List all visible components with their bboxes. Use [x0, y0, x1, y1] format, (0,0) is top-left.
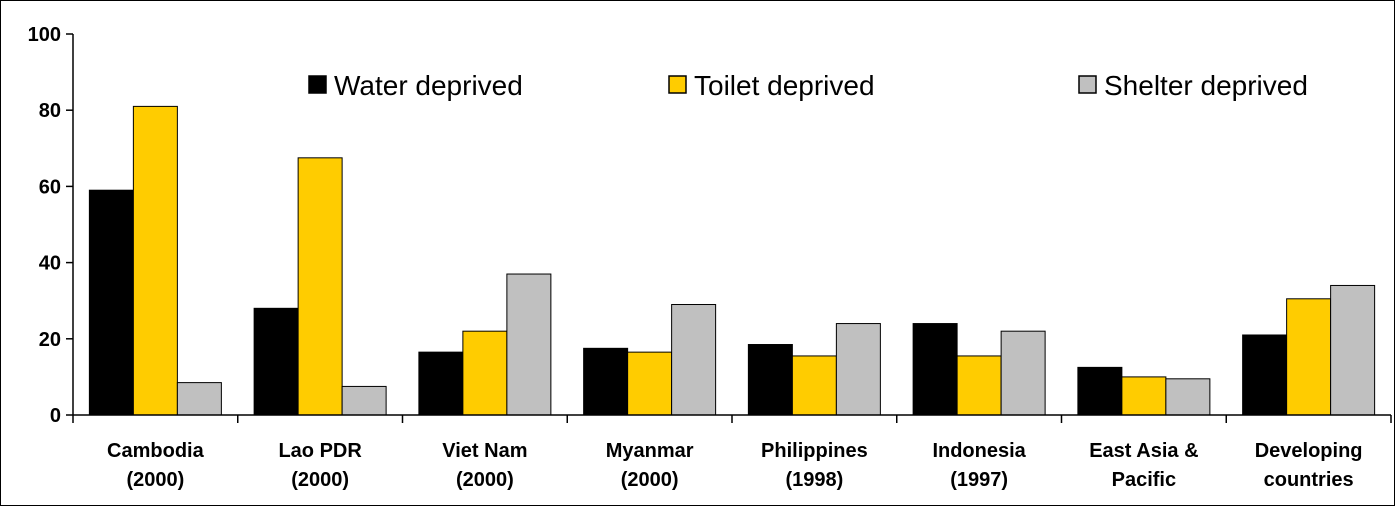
bar-shelter-deprived	[341, 385, 387, 416]
x-category-label: Lao PDR	[278, 440, 362, 462]
legend-label: Water deprived	[334, 70, 523, 101]
x-category-label: Cambodia	[107, 440, 205, 462]
y-axis: 0 20 40 60 80 100	[28, 24, 74, 427]
bar-water-deprived	[418, 351, 464, 416]
x-category-label: (2000)	[621, 469, 679, 491]
bar-shelter-deprived	[1000, 330, 1046, 416]
x-category-label: countries	[1264, 469, 1354, 491]
y-tick-label: 20	[39, 329, 61, 351]
y-tick-label: 100	[28, 24, 61, 46]
legend-swatch	[668, 75, 687, 94]
legend-label: Toilet deprived	[694, 70, 875, 101]
bar-water-deprived	[1077, 366, 1123, 416]
x-category-label: (2000)	[456, 469, 514, 491]
bar-shelter-deprived	[176, 382, 222, 416]
x-category-label: Myanmar	[606, 440, 694, 462]
x-category-label: (1998)	[785, 469, 843, 491]
bar-toilet-deprived	[462, 330, 508, 416]
x-category-label: (1997)	[950, 469, 1008, 491]
y-tick-label: 40	[39, 253, 61, 275]
bar-shelter-deprived	[1330, 284, 1376, 416]
bar-shelter-deprived	[1165, 378, 1211, 416]
bar-toilet-deprived	[132, 105, 178, 416]
x-category-label: Indonesia	[932, 440, 1026, 462]
legend: Water deprived Toilet deprived Shelter dep…	[308, 70, 1308, 101]
bar-water-deprived	[583, 347, 629, 416]
bar-toilet-deprived	[956, 355, 1002, 416]
x-category-label: Developing	[1255, 440, 1363, 462]
bar-toilet-deprived	[297, 157, 343, 416]
legend-swatch	[308, 75, 327, 94]
bar-toilet-deprived	[791, 355, 837, 416]
bar-water-deprived	[88, 189, 134, 416]
bar-toilet-deprived	[1121, 376, 1167, 416]
bar-toilet-deprived	[627, 351, 673, 416]
y-tick-label: 0	[50, 405, 61, 427]
x-category-label: Viet Nam	[442, 440, 527, 462]
bar-shelter-deprived	[835, 323, 881, 416]
x-category-label: Philippines	[761, 440, 868, 462]
x-axis: Cambodia (2000) Lao PDR (2000) Viet Nam (2000…	[72, 414, 1392, 491]
bars	[88, 105, 1376, 416]
bar-shelter-deprived	[506, 273, 552, 416]
legend-swatch	[1078, 75, 1097, 94]
y-tick-label: 80	[39, 100, 61, 122]
bar-water-deprived	[747, 344, 793, 416]
legend-label: Shelter deprived	[1104, 70, 1308, 101]
bar-shelter-deprived	[671, 304, 717, 416]
bar-water-deprived	[253, 307, 299, 416]
x-category-label: East Asia &	[1089, 440, 1198, 462]
bar-toilet-deprived	[1286, 298, 1332, 416]
x-category-label: (2000)	[126, 469, 184, 491]
y-tick-label: 60	[39, 176, 61, 198]
bar-water-deprived	[912, 323, 958, 416]
x-category-label: Pacific	[1112, 469, 1176, 491]
bar-water-deprived	[1242, 334, 1288, 416]
x-category-label: (2000)	[291, 469, 349, 491]
